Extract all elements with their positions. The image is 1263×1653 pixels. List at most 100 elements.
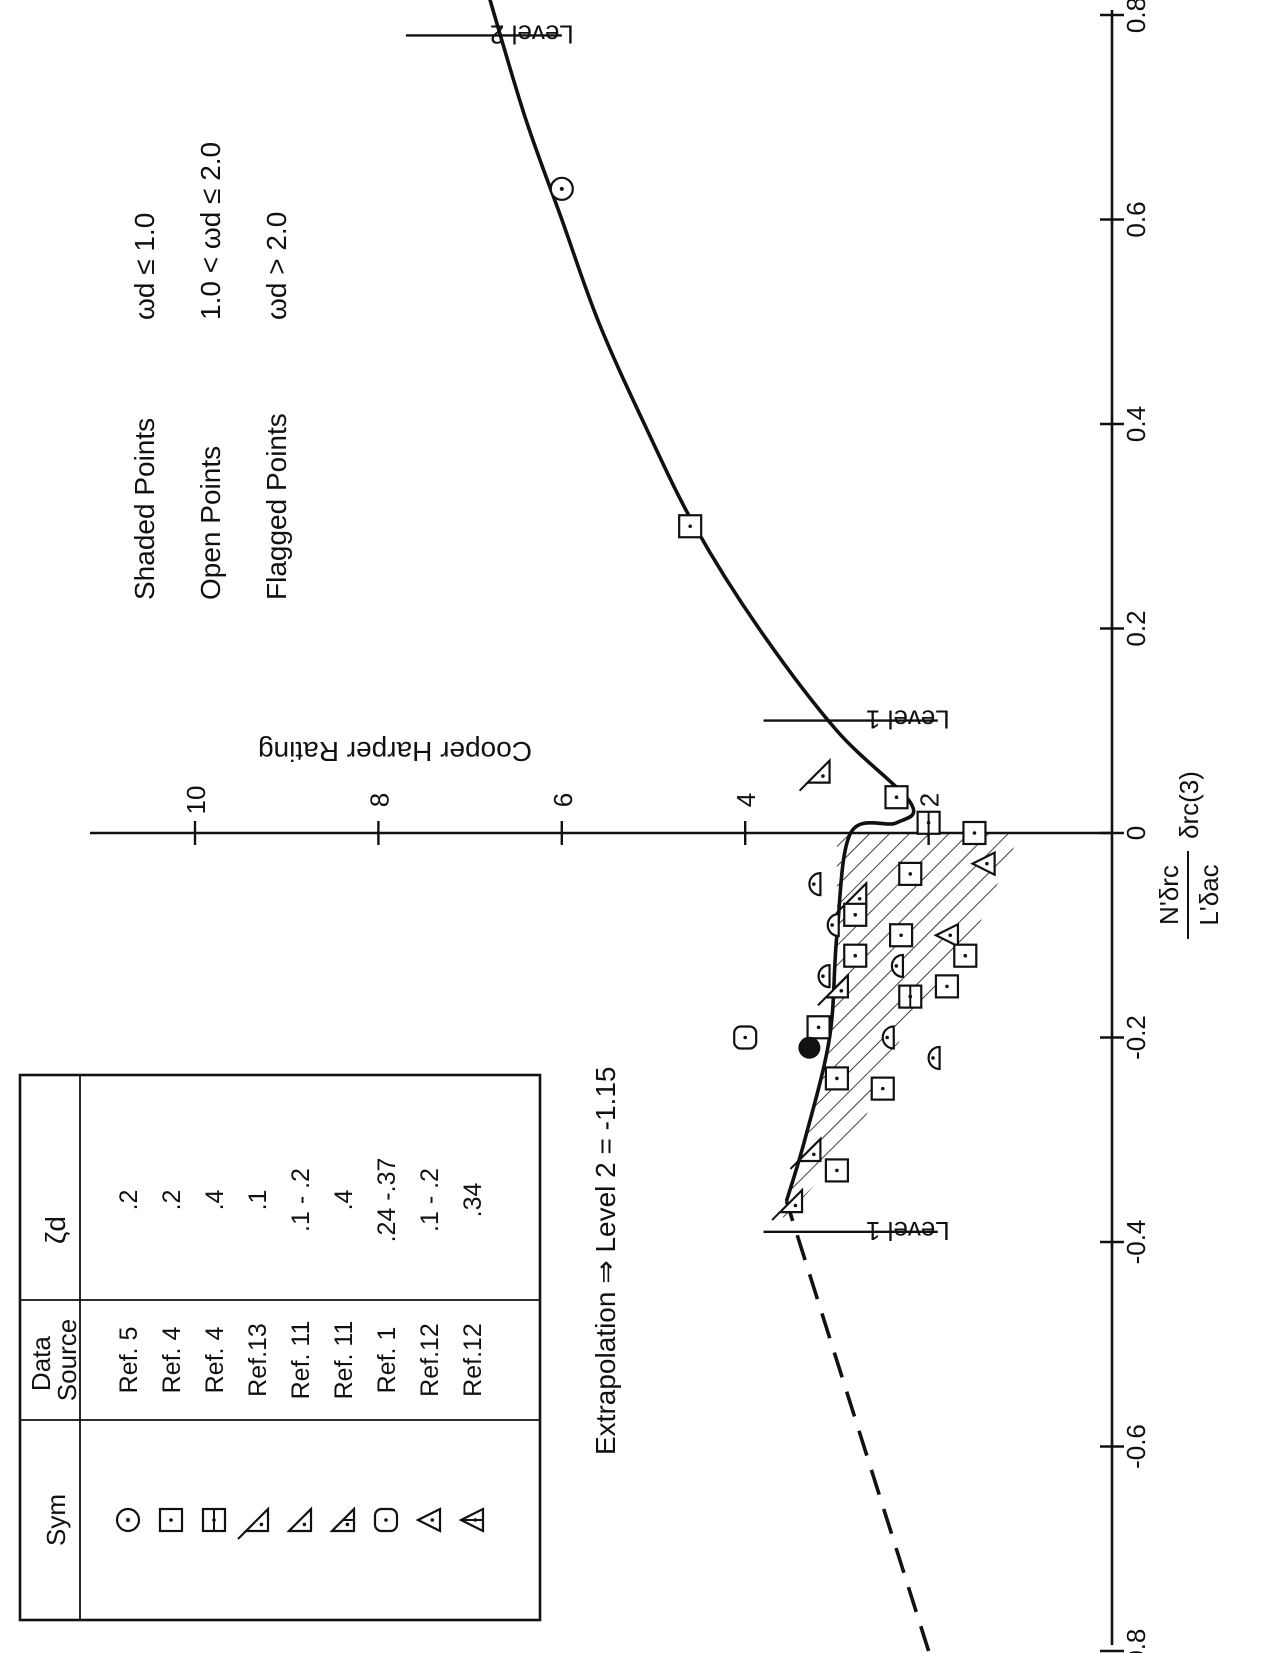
marker-dot <box>688 524 692 529</box>
key-shaded-name: Shaded Points <box>129 418 160 600</box>
data-point <box>808 872 822 897</box>
x-axis-label: N'δrc L'δac δrc(3) <box>1154 771 1224 939</box>
legend-sym-triangle <box>415 1507 442 1533</box>
legend-zeta: .4 <box>201 1189 229 1210</box>
x-label-denominator: L'δac <box>1194 864 1224 925</box>
marker-dot <box>839 988 844 993</box>
legend-source: Ref. 1 <box>373 1327 401 1394</box>
legend-row: Ref. 4 .2 <box>158 1190 186 1533</box>
data-points <box>549 176 996 1221</box>
marker-dot <box>830 923 834 927</box>
marker-flag <box>771 1211 781 1221</box>
marker-dot <box>345 1522 350 1527</box>
data-point <box>881 1025 895 1050</box>
x-tick-label: 0.6 <box>1121 201 1151 237</box>
legend-source: Ref. 4 <box>158 1327 186 1394</box>
marker-dot <box>212 1518 216 1522</box>
marker-flag <box>789 1160 800 1170</box>
marker-dot <box>880 1086 885 1091</box>
data-point <box>806 1015 831 1040</box>
data-point <box>934 974 960 999</box>
key-flagged-name: Flagged Points <box>261 413 292 600</box>
marker-dot <box>835 1168 839 1173</box>
legend-header-source-l1: Data <box>26 1336 56 1391</box>
legend-row: Ref. 4 .4 <box>201 1189 229 1533</box>
marker-dot <box>821 774 825 778</box>
y-axis-label: Cooper Harper Rating <box>258 736 532 767</box>
legend-zeta: .1 - .2 <box>287 1168 315 1232</box>
marker-dot <box>899 933 903 938</box>
marker-dot <box>885 1035 889 1040</box>
marker-flag <box>798 781 809 792</box>
legend-source: Ref.13 <box>244 1323 272 1397</box>
legend-header-source: Data Source <box>26 1319 82 1401</box>
marker-dot <box>985 861 989 866</box>
filled-circle-marker <box>798 1036 821 1059</box>
legend-sym-half-triangle <box>286 1506 313 1533</box>
legend-header-source-l2: Source <box>52 1319 82 1401</box>
x-axis-ticks: -0.8 -0.6 -0.4 -0.2 0 0.2 0.4 0.6 0.8 <box>1100 0 1151 1653</box>
data-point <box>843 902 868 927</box>
x-label-suffix: δrc(3) <box>1174 771 1204 839</box>
data-point <box>843 943 868 968</box>
data-point <box>933 922 960 949</box>
x-tick-label: 0 <box>1121 826 1151 840</box>
x-tick-label: -0.6 <box>1121 1424 1151 1469</box>
level-markers: Level 1 Level 1 Level 2 <box>405 19 950 1246</box>
data-point <box>870 1076 895 1101</box>
y-tick-label: 4 <box>731 793 761 807</box>
level-label: Level 1 <box>866 1216 950 1246</box>
data-point <box>888 923 914 948</box>
legend-row: Ref. 1 .24 -.37 <box>373 1158 401 1533</box>
data-point <box>817 964 831 989</box>
marker-dot <box>945 984 949 989</box>
key-open-cond: 1.0 < ωd ≤ 2.0 <box>195 142 226 320</box>
x-label-numerator: N'δrc <box>1154 865 1184 925</box>
marker-dot <box>857 896 862 901</box>
legend-headers: Sym Data Source ζd <box>26 1216 82 1546</box>
marker-dot <box>430 1518 435 1522</box>
y-axis-ticks: 2 4 6 8 10 <box>181 786 945 845</box>
x-tick-label: -0.4 <box>1121 1220 1151 1265</box>
y-tick-label: 8 <box>364 793 394 807</box>
marker-dot <box>926 820 931 825</box>
marker-dot <box>559 186 564 191</box>
x-tick-label: 0.8 <box>1121 0 1151 33</box>
level-label: Level 1 <box>866 705 950 735</box>
legend-header-zeta: ζd <box>40 1216 71 1244</box>
legend-source: Ref. 11 <box>287 1321 315 1400</box>
legend-zeta: .24 -.37 <box>373 1158 401 1243</box>
legend-zeta: .1 <box>244 1190 272 1211</box>
marker-dot <box>259 1522 264 1527</box>
legend-row: Ref. 11 .1 - .2 <box>286 1168 315 1533</box>
data-point <box>884 785 909 810</box>
data-point <box>970 850 996 877</box>
x-tick-label: -0.8 <box>1121 1629 1151 1653</box>
data-point <box>916 810 941 835</box>
legend-source: Ref.12 <box>459 1323 487 1397</box>
marker-dot <box>816 1025 821 1030</box>
marker-flag <box>237 1530 247 1540</box>
data-point <box>798 757 831 792</box>
marker-dot <box>169 1518 173 1522</box>
legend-row: Ref.12 .1 - .2 <box>415 1168 444 1533</box>
marker-dot <box>948 933 953 938</box>
extrapolation-line <box>784 1200 931 1652</box>
data-point <box>890 953 905 979</box>
marker-flag <box>835 904 845 915</box>
legend-header-sym: Sym <box>41 1494 71 1546</box>
flag-triangle-marker <box>804 757 831 784</box>
marker-dot <box>811 882 816 886</box>
marker-dot <box>384 1518 388 1522</box>
x-tick-label: 0.4 <box>1121 406 1151 442</box>
legend-rows: Ref. 5 .2 Ref. 4 .2 Ref. 4 .4 Ref.13 .1 Ref. 11.… <box>115 1158 487 1540</box>
extrapolation-annotation: Extrapolation ⇒ Level 2 = -1.15 <box>590 1067 621 1455</box>
data-point <box>927 1045 941 1071</box>
marker-dot <box>972 831 977 835</box>
data-point <box>953 943 978 968</box>
point-key: Shaded Points ωd ≤ 1.0 Open Points 1.0 <… <box>129 142 292 600</box>
legend-source: Ref.12 <box>416 1323 444 1397</box>
legend-row: Ref.12 .34 <box>458 1183 487 1533</box>
data-point <box>817 972 850 1007</box>
